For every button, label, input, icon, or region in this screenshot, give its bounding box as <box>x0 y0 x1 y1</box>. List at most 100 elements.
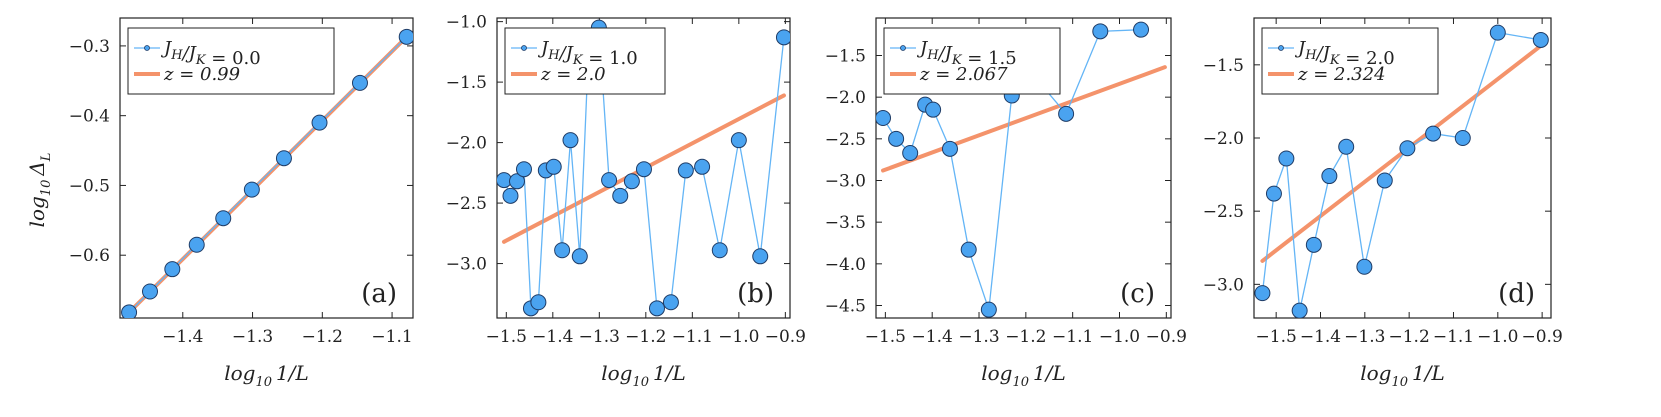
panel-tag: (d) <box>1498 279 1535 309</box>
plot-frame <box>119 17 414 319</box>
y-tick-label: −0.3 <box>69 37 110 57</box>
y-tick-label: −0.5 <box>69 176 110 196</box>
plot-frame <box>496 17 791 319</box>
x-tick-label: −1.2 <box>302 327 343 347</box>
data-point <box>1338 138 1355 155</box>
data-point <box>1532 31 1549 48</box>
legend-box <box>504 27 666 95</box>
data-point <box>311 114 328 131</box>
y-tick-label: −3.0 <box>825 172 866 192</box>
legend: JH/JK = 1.5z = 2.067 <box>883 27 1061 95</box>
x-tick-label: −1.1 <box>1433 327 1474 347</box>
x-tick-label: −1.4 <box>1300 327 1341 347</box>
x-tick-label: −1.3 <box>232 327 273 347</box>
data-point <box>164 261 181 278</box>
data-point <box>1254 285 1271 302</box>
legend-box <box>127 27 335 95</box>
data-point <box>508 173 525 190</box>
y-tick-label: −3.0 <box>446 255 487 275</box>
x-tick-label: −0.9 <box>1146 327 1187 347</box>
data-point <box>1265 185 1282 202</box>
data-point <box>1291 302 1308 318</box>
x-tick-label: −1.0 <box>718 327 759 347</box>
x-tick-label: −1.5 <box>865 327 906 347</box>
data-point <box>1278 150 1295 167</box>
legend: JH/JK = 2.0z = 2.324 <box>1261 27 1439 95</box>
legend-box <box>1261 27 1439 95</box>
data-point <box>730 132 747 149</box>
legend-series-label: JH/JK = 0.0 <box>160 38 261 69</box>
data-point <box>215 210 232 227</box>
data-point <box>1092 23 1109 40</box>
data-point <box>960 241 977 258</box>
data-point <box>662 294 679 311</box>
legend-fit-label: z = 2.0 <box>540 64 606 85</box>
legend-box <box>883 27 1061 95</box>
x-tick-label: −1.5 <box>1256 327 1297 347</box>
panel-a: −1.4 −1.3 −1.2 −1.1 −0.6 −0.5 −0.4 −0.3 log10 1/L… <box>69 17 414 390</box>
data-point <box>1133 21 1150 38</box>
data-point <box>711 242 728 259</box>
data-point <box>188 236 205 253</box>
data-point <box>1399 140 1416 157</box>
y-tick-label: −1.5 <box>446 73 487 93</box>
x-tick-label: −1.1 <box>371 327 412 347</box>
y-tick-label: −1.5 <box>825 47 866 67</box>
data-point <box>925 101 942 118</box>
data-point <box>1454 130 1471 146</box>
data-point <box>571 248 588 265</box>
x-tick-label: −1.2 <box>1389 327 1430 347</box>
y-tick-label: −2.5 <box>1203 202 1244 222</box>
x-axis-label: log10 1/L <box>1360 361 1445 390</box>
legend-series-marker <box>1278 45 1284 51</box>
x-tick-label: −1.1 <box>672 327 713 347</box>
x-axis-label: log10 1/L <box>981 361 1066 390</box>
plot-area <box>1254 24 1549 318</box>
x-tick-label: −1.4 <box>532 327 573 347</box>
y-tick-label: −0.4 <box>69 107 110 127</box>
data-point <box>694 158 711 175</box>
data-point <box>554 242 571 259</box>
data-point <box>752 248 769 265</box>
legend-fit-label: z = 2.067 <box>919 64 1008 85</box>
x-axis-label: log10 1/L <box>224 361 309 390</box>
plot-frame <box>875 17 1172 319</box>
fit-line <box>881 65 1167 173</box>
legend-series-marker <box>900 45 906 51</box>
y-tick-label: −2.0 <box>1203 129 1244 149</box>
x-tick-label: −1.5 <box>486 327 527 347</box>
data-point <box>902 145 919 161</box>
legend-fit-label: z = 2.324 <box>1297 64 1386 85</box>
legend-series-label: JH/JK = 1.0 <box>537 38 638 69</box>
y-tick-label: −2.0 <box>825 88 866 108</box>
legend-series-marker <box>521 45 527 51</box>
plot-area <box>497 19 790 317</box>
data-point <box>1376 172 1393 189</box>
data-point <box>1305 236 1322 253</box>
y-tick-label: −0.6 <box>69 246 110 266</box>
data-point <box>941 140 958 157</box>
x-axis-label: log10 1/L <box>601 361 686 390</box>
data-point <box>562 132 579 149</box>
data-point <box>545 158 562 175</box>
data-point <box>648 300 665 317</box>
data-point <box>612 187 629 204</box>
legend: JH/JK = 1.0z = 2.0 <box>504 27 666 95</box>
data-point <box>1356 258 1373 275</box>
legend-fit-label: z = 0.99 <box>163 64 240 85</box>
data-point <box>1425 125 1442 142</box>
legend: JH/JK = 0.0z = 0.99 <box>127 27 335 95</box>
y-axis-label: log10ΔL <box>25 153 54 228</box>
data-point <box>530 294 547 311</box>
x-tick-label: −1.4 <box>162 327 203 347</box>
y-tick-label: −4.5 <box>825 297 866 317</box>
x-tick-label: −1.2 <box>625 327 666 347</box>
data-point <box>275 150 292 167</box>
data-point <box>1489 24 1506 41</box>
data-point <box>677 162 694 179</box>
data-point <box>876 110 892 126</box>
y-tick-label: −3.5 <box>825 213 866 233</box>
series-line <box>128 36 408 313</box>
x-tick-label: −0.9 <box>765 327 806 347</box>
